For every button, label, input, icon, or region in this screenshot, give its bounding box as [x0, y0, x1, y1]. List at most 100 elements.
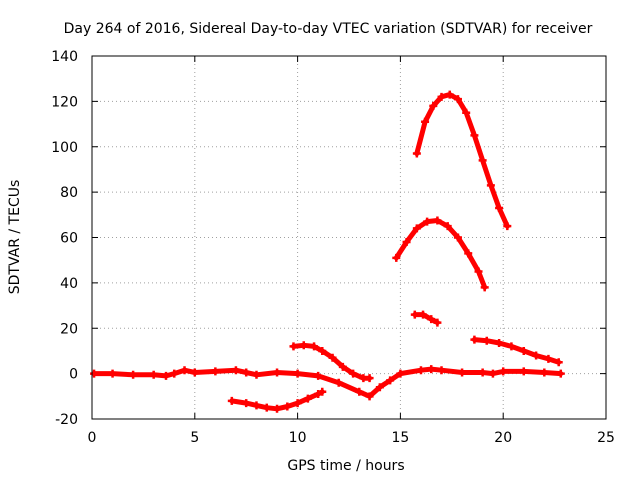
- data-point: [328, 353, 337, 362]
- data-point: [355, 387, 364, 396]
- data-point: [365, 374, 374, 383]
- data-point: [283, 402, 292, 411]
- data-point: [433, 216, 442, 225]
- data-point: [365, 392, 374, 401]
- data-point: [190, 368, 199, 377]
- data-point: [299, 341, 308, 350]
- data-point: [242, 368, 251, 377]
- data-point: [519, 346, 528, 355]
- data-point: [273, 368, 282, 377]
- data-point: [314, 371, 323, 380]
- data-point: [488, 369, 497, 378]
- data-point: [556, 369, 565, 378]
- y-tick-label: 20: [60, 321, 78, 337]
- data-point: [412, 149, 421, 158]
- data-point: [314, 390, 323, 399]
- data-point: [375, 383, 384, 392]
- data-point: [495, 338, 504, 347]
- data-point: [480, 283, 489, 292]
- data-point: [482, 336, 491, 345]
- axis-ticks: 0 5 10 15 20 25 -20 0 20 40 60 80 100 120 140: [51, 49, 615, 446]
- data-point: [507, 342, 516, 351]
- data-point: [293, 399, 302, 408]
- y-tick-label: 80: [60, 185, 78, 201]
- data-point: [427, 315, 436, 324]
- grid: [92, 56, 606, 419]
- x-tick-label: 25: [597, 430, 615, 446]
- data-point: [486, 181, 495, 190]
- data-point: [416, 366, 425, 375]
- data-point: [349, 369, 358, 378]
- series-3: [289, 341, 374, 383]
- x-tick-label: 15: [391, 430, 409, 446]
- data-point: [519, 367, 528, 376]
- plot-frame: [91, 55, 607, 420]
- data-point: [423, 217, 432, 226]
- data-point: [149, 370, 158, 379]
- data-point: [478, 156, 487, 165]
- data-point: [180, 366, 189, 375]
- data-point: [464, 249, 473, 258]
- y-tick-label: -20: [55, 412, 78, 428]
- data-point: [90, 369, 99, 378]
- series-5: [410, 310, 442, 327]
- y-tick-label: 60: [60, 231, 78, 247]
- data-point: [499, 367, 508, 376]
- data-point: [419, 310, 428, 319]
- data-point: [396, 369, 405, 378]
- data-point: [410, 310, 419, 319]
- x-tick-label: 20: [494, 430, 512, 446]
- data-point: [392, 253, 401, 262]
- data-point: [421, 117, 430, 126]
- data-point: [386, 376, 395, 385]
- data-point: [453, 233, 462, 242]
- data-point: [129, 370, 138, 379]
- data-point: [433, 318, 442, 327]
- data-point: [211, 367, 220, 376]
- data-point: [242, 399, 251, 408]
- data-point: [445, 90, 454, 99]
- data-point: [402, 238, 411, 247]
- data-point: [231, 366, 240, 375]
- data-point: [495, 204, 504, 213]
- data-point: [470, 131, 479, 140]
- data-point: [544, 354, 553, 363]
- data-point: [162, 371, 171, 380]
- y-tick-label: 100: [51, 140, 78, 156]
- data-point: [458, 368, 467, 377]
- data-point: [478, 368, 487, 377]
- y-axis-label: SDTVAR / TECUs: [7, 180, 23, 295]
- x-tick-label: 0: [88, 430, 97, 446]
- data-point: [532, 351, 541, 360]
- series-line: [393, 218, 488, 290]
- data-point: [252, 401, 261, 410]
- y-tick-label: 0: [69, 367, 78, 383]
- data-point: [303, 394, 312, 403]
- series-4: [392, 216, 489, 292]
- data-point: [318, 387, 327, 396]
- data-point: [170, 369, 179, 378]
- data-series: [90, 90, 565, 413]
- x-tick-label: 5: [190, 430, 199, 446]
- data-point: [453, 95, 462, 104]
- series-line: [414, 92, 510, 229]
- x-tick-label: 10: [289, 430, 307, 446]
- data-point: [427, 365, 436, 374]
- data-point: [429, 101, 438, 110]
- data-point: [540, 368, 549, 377]
- data-point: [437, 92, 446, 101]
- series-6: [412, 90, 512, 231]
- series-1: [90, 365, 565, 401]
- series-line: [412, 312, 440, 326]
- y-tick-label: 40: [60, 276, 78, 292]
- y-tick-label: 120: [51, 94, 78, 110]
- data-point: [412, 224, 421, 233]
- y-tick-label: 140: [51, 49, 78, 65]
- data-point: [554, 358, 563, 367]
- data-point: [462, 108, 471, 117]
- data-point: [293, 369, 302, 378]
- data-point: [318, 346, 327, 355]
- data-point: [338, 362, 347, 371]
- data-point: [252, 370, 261, 379]
